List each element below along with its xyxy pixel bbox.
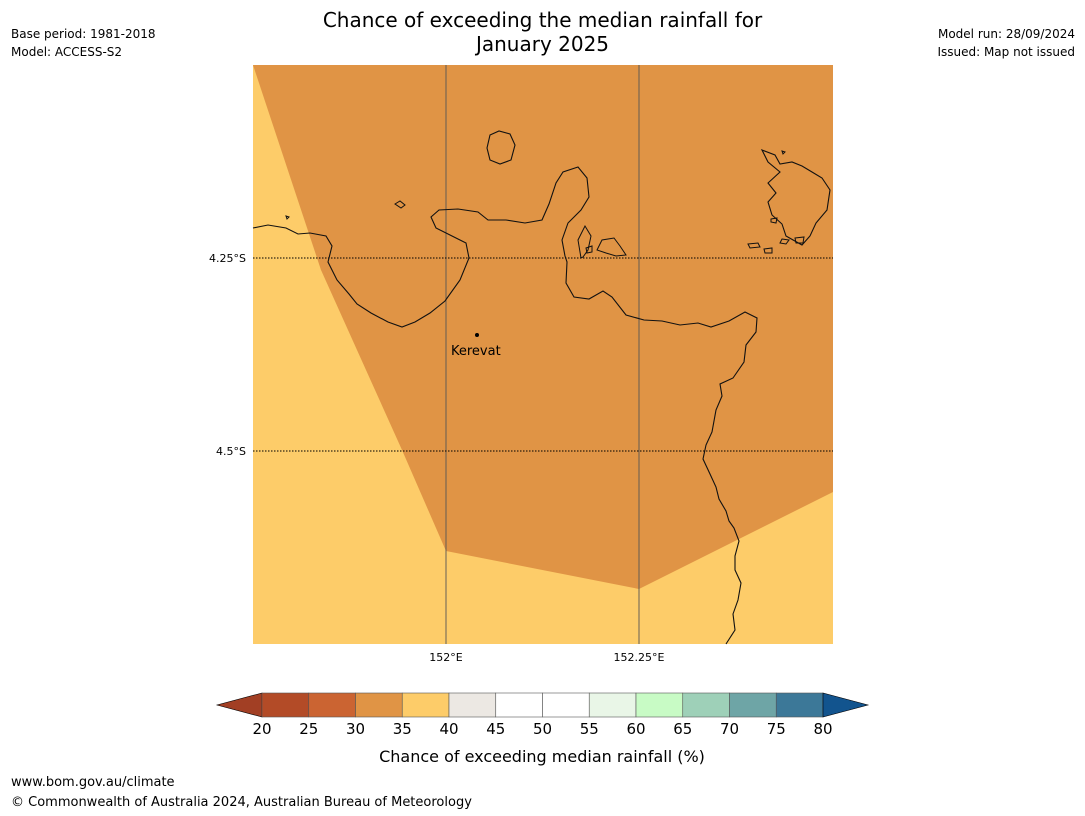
map-title-line2: January 2025	[475, 32, 610, 56]
island-north	[486, 130, 516, 165]
footer-copyright: © Commonwealth of Australia 2024, Austra…	[11, 795, 472, 810]
colorbar-segment	[261, 692, 310, 718]
colorbar-segment	[401, 692, 450, 718]
meta-left: Base period: 1981-2018 Model: ACCESS-S2	[11, 25, 156, 61]
islet-east-2	[763, 247, 773, 254]
colorbar-segment	[682, 692, 730, 718]
colorbar-tick-label: 60	[626, 720, 645, 738]
colorbar-segment	[495, 692, 543, 718]
map-title-line1: Chance of exceeding the median rainfall …	[322, 8, 763, 32]
islet-east-5	[770, 217, 778, 224]
colorbar-tick-label: 30	[346, 720, 365, 738]
lon-label-152-25e: 152.25°E	[614, 651, 665, 664]
footer-url: www.bom.gov.au/climate	[11, 775, 175, 790]
coastline-inlet	[577, 224, 592, 259]
kerevat-marker	[475, 333, 479, 337]
lat-label-4-25s: 4.25°S	[209, 252, 246, 265]
islet-east-4	[794, 236, 805, 244]
colorbar-tick-label: 70	[720, 720, 739, 738]
colorbar-segment	[542, 692, 590, 718]
colorbar-extend-low	[215, 692, 263, 718]
colorbar: 20 25 30 35 40 45 50 55 60 65 70 75 80	[215, 692, 870, 738]
colorbar-tick-label: 65	[673, 720, 692, 738]
colorbar-segment	[729, 692, 777, 718]
colorbar-extend-high	[822, 692, 870, 718]
colorbar-tick-label: 40	[439, 720, 458, 738]
colorbar-tick-label: 45	[486, 720, 505, 738]
colorbar-segment	[448, 692, 497, 718]
model-text: Model: ACCESS-S2	[11, 45, 123, 59]
islet-west	[394, 200, 406, 209]
map-title: Chance of exceeding the median rainfall …	[0, 8, 1085, 56]
islet-east-1	[747, 242, 761, 249]
islet-tiny	[285, 215, 290, 220]
model-run-text: Model run: 28/09/2024	[937, 27, 1075, 41]
colorbar-segment	[588, 692, 637, 718]
meta-right: Model run: 28/09/2024 Issued: Map not is…	[937, 25, 1075, 61]
lat-label-4-5s: 4.5°S	[216, 445, 246, 458]
colorbar-tick-label: 75	[767, 720, 786, 738]
colorbar-segment	[355, 692, 403, 718]
coastline	[252, 166, 758, 645]
lon-label-152e: 152°E	[429, 651, 462, 664]
islet-east-3	[779, 238, 790, 245]
colorbar-tick-label: 55	[580, 720, 599, 738]
colorbar-tick-label: 50	[533, 720, 552, 738]
base-period-text: Base period: 1981-2018	[11, 27, 156, 41]
island-duke-of-york	[760, 148, 831, 246]
colorbar-tick-label: 35	[393, 720, 412, 738]
kerevat-label: Kerevat	[451, 344, 501, 359]
colorbar-tick-label: 25	[299, 720, 318, 738]
colorbar-tick-label: 80	[813, 720, 832, 738]
band-30-35-area	[253, 65, 833, 589]
islet-east-6	[781, 150, 786, 155]
colorbar-segment	[635, 692, 684, 718]
colorbar-segment	[775, 692, 824, 718]
colorbar-segment	[308, 692, 356, 718]
colorbar-label: Chance of exceeding median rainfall (%)	[379, 747, 705, 766]
issued-text: Issued: Map not issued	[937, 45, 1075, 59]
coastline-point	[596, 237, 627, 257]
islet	[585, 245, 593, 254]
colorbar-tick-label: 20	[252, 720, 271, 738]
